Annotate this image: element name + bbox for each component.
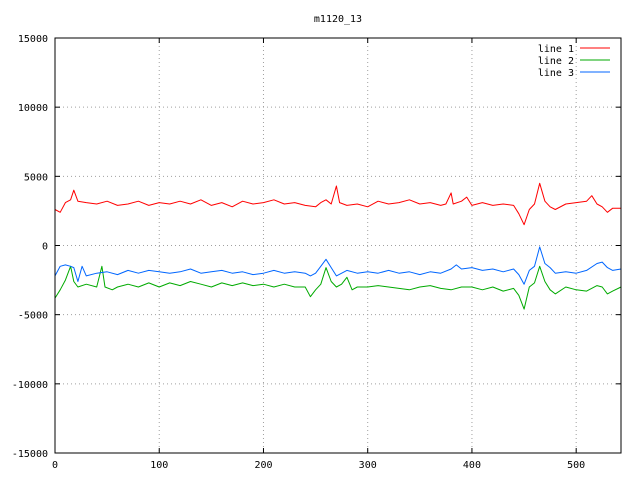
series-layer (54, 182, 622, 310)
series-line-1 (54, 182, 621, 226)
grid-lines (55, 38, 621, 453)
x-tick-label: 500 (567, 460, 585, 471)
legend-label: line 2 (538, 56, 574, 67)
series-line-3 (54, 246, 622, 285)
y-tick-label: 10000 (18, 103, 48, 114)
y-tick-label: 5000 (24, 172, 48, 183)
x-tick-label: 200 (254, 460, 272, 471)
legend-label: line 3 (538, 68, 574, 79)
x-tick-label: 0 (52, 460, 58, 471)
chart-title: m1120_13 (314, 14, 362, 25)
x-axis: 0 100 200 300 400 500 (52, 38, 585, 471)
y-tick-label: -5000 (18, 311, 48, 322)
y-axis: -15000 -10000 -5000 0 5000 10000 15000 (12, 34, 621, 460)
y-tick-label: -15000 (12, 449, 48, 460)
y-tick-label: -10000 (12, 380, 48, 391)
y-tick-label: 0 (42, 242, 48, 253)
x-tick-label: 300 (359, 460, 377, 471)
legend-label: line 1 (538, 44, 574, 55)
x-tick-label: 100 (150, 460, 168, 471)
series-line-2 (54, 265, 622, 310)
y-tick-label: 15000 (18, 34, 48, 45)
x-tick-label: 400 (463, 460, 481, 471)
